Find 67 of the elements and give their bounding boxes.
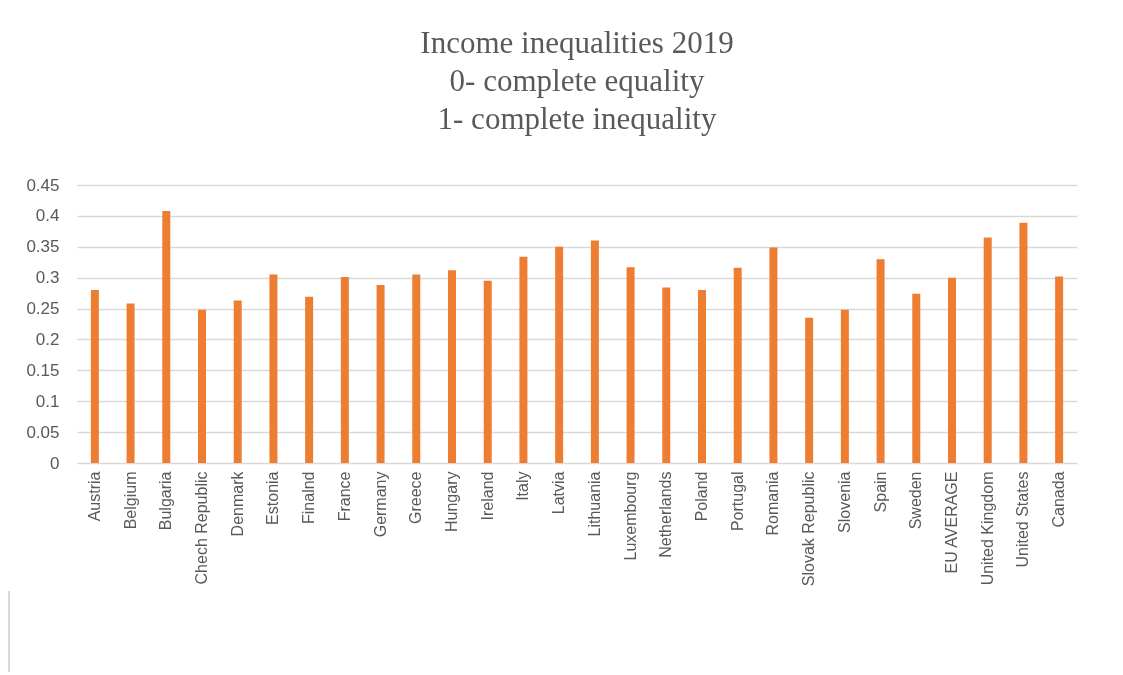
bar — [305, 296, 314, 463]
x-tick-label: United States — [1014, 471, 1032, 568]
bar — [769, 247, 778, 463]
bar — [698, 290, 706, 463]
bar — [590, 240, 599, 463]
x-tick-label: Romania — [764, 471, 782, 536]
bar — [1019, 222, 1028, 463]
bar — [555, 246, 564, 463]
bar — [376, 285, 385, 463]
y-tick-label: 0.1 — [35, 391, 60, 411]
bar — [483, 280, 492, 463]
bar — [412, 274, 421, 463]
x-tick-label: Slovenia — [835, 471, 853, 533]
bar — [519, 256, 528, 463]
bar — [876, 259, 885, 463]
bar — [840, 309, 849, 463]
x-tick-label: Hungary — [443, 471, 460, 532]
bar — [126, 303, 135, 463]
y-tick-label: 0.15 — [26, 360, 60, 380]
x-tick-label: Latvia — [550, 471, 568, 515]
x-tick-label: Canada — [1050, 471, 1068, 528]
x-tick-label: Estonia — [264, 471, 282, 525]
x-tick-label: France — [335, 471, 353, 522]
x-tick-label: Ireland — [478, 471, 496, 521]
x-tick-label: Netherlands — [657, 471, 675, 558]
bar — [948, 277, 956, 463]
x-tick-label: United Kingdom — [978, 471, 996, 586]
bar — [805, 317, 814, 463]
x-tick-label: Austria — [85, 471, 103, 522]
bar — [983, 237, 992, 463]
y-tick-label: 0.4 — [35, 206, 60, 226]
chart-title: Income inequalities 2019 0- complete equality 1- complete inequality — [420, 25, 734, 136]
bar — [269, 274, 278, 463]
y-tick-label: 0.3 — [35, 268, 60, 288]
bar — [1055, 276, 1064, 463]
y-tick-label: 0.35 — [26, 237, 60, 257]
x-tick-label: Spain — [871, 471, 889, 513]
x-tick-label: Germany — [371, 471, 389, 538]
bar — [198, 309, 206, 463]
x-tick-label: Sweden — [907, 471, 925, 530]
y-tick-label: 0.2 — [35, 329, 60, 349]
x-tick-label: Denmark — [228, 470, 246, 537]
bar — [733, 267, 742, 463]
x-tick-label: Chech Republic — [193, 471, 210, 585]
bar — [912, 293, 921, 463]
x-tick-label: Belgium — [121, 471, 139, 530]
bar — [233, 300, 242, 463]
y-tick-label: 0.25 — [26, 299, 60, 319]
y-tick-label: 0 — [50, 453, 60, 473]
x-tick-label: Portugal — [728, 471, 746, 532]
bar — [448, 270, 456, 463]
bar — [340, 277, 349, 463]
bar — [90, 290, 99, 463]
x-tick-label: Luxembourg — [621, 471, 639, 561]
x-tick-label: Finalnd — [300, 471, 318, 524]
y-tick-label: 0.45 — [26, 175, 60, 195]
bar — [162, 210, 171, 463]
x-tick-label: Lithuania — [585, 471, 603, 537]
x-tick-label: Slovak Republic — [800, 471, 818, 587]
x-tick-label: Italy — [514, 471, 532, 501]
bar — [626, 267, 635, 463]
x-tick-label: EU AVERAGE — [943, 471, 960, 574]
x-tick-label: Bulgaria — [157, 471, 175, 531]
bar — [662, 287, 671, 463]
x-tick-label: Poland — [693, 471, 710, 522]
y-tick-label: 0.05 — [26, 422, 60, 442]
x-tick-label: Greece — [407, 471, 425, 524]
